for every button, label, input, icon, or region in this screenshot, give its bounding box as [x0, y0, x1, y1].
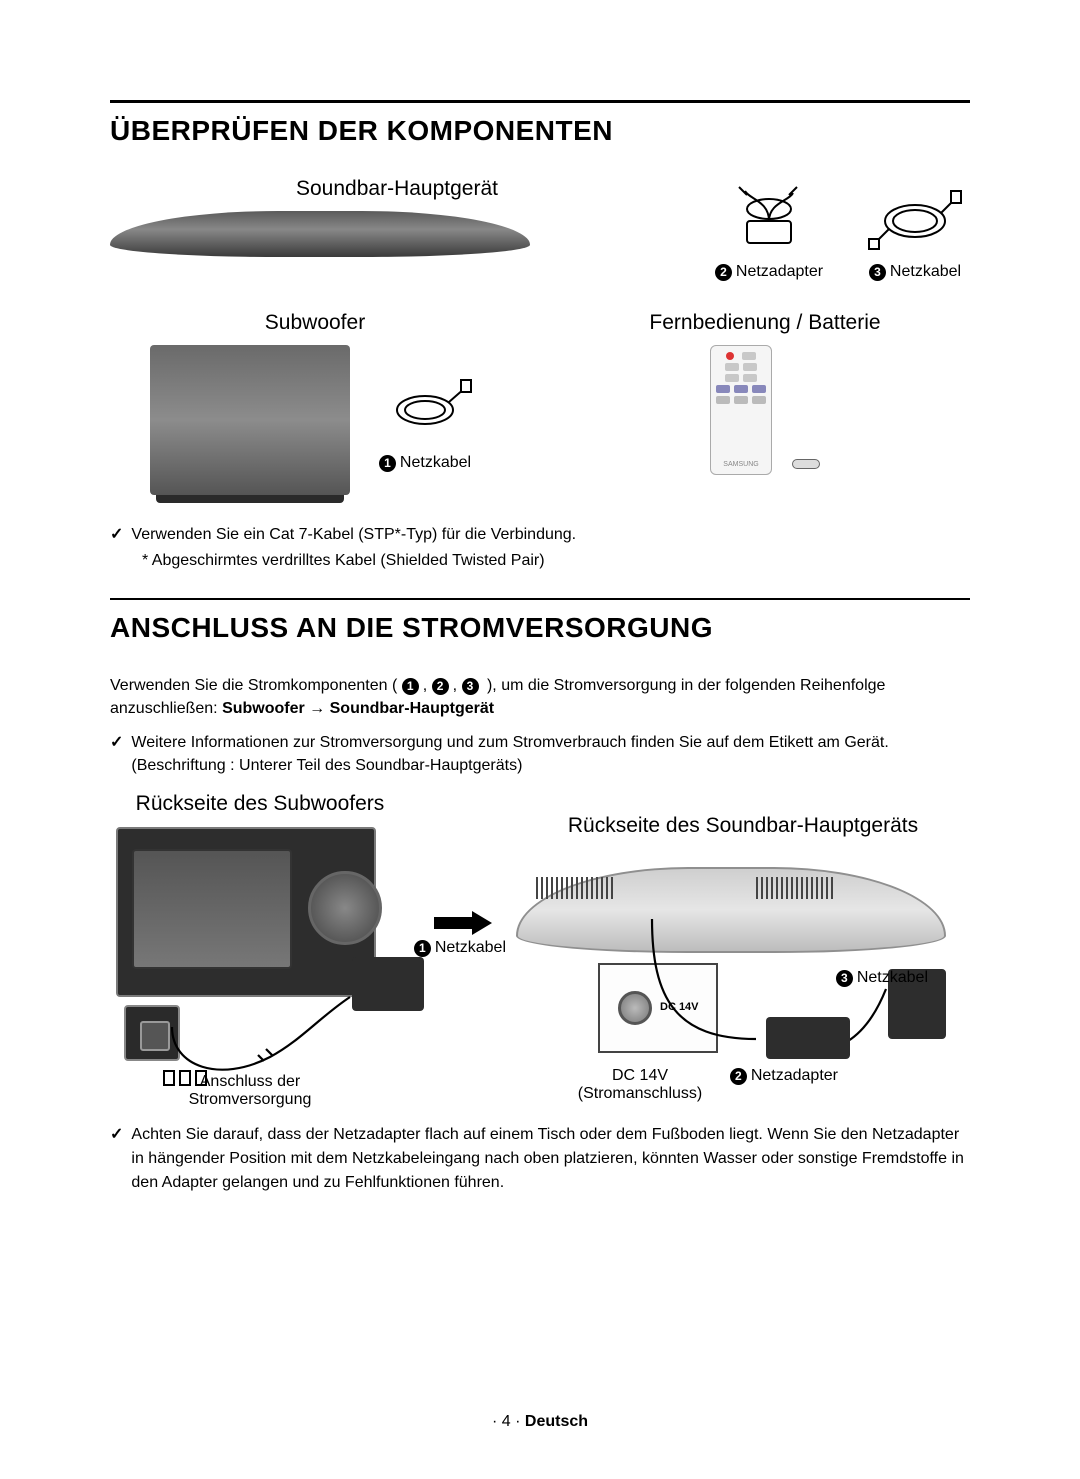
num-2-icon: 2 [715, 264, 732, 281]
num-1-inline-icon: 1 [402, 678, 419, 695]
adapter-icon [714, 177, 824, 257]
remote-label: Fernbedienung / Batterie [560, 311, 970, 335]
section2-rule [110, 598, 970, 600]
soundbar-block: Soundbar-Hauptgerät [110, 177, 684, 257]
subwoofer-label: Subwoofer [110, 311, 520, 335]
num-3-icon: 3 [869, 264, 886, 281]
battery-illustration [792, 459, 820, 469]
check-icon [110, 731, 123, 777]
callout-cable1: 1Netzkabel [414, 939, 506, 957]
subwoofer-rear-illustration: 1Netzkabel [110, 827, 410, 1067]
subwoofer-illustration [150, 345, 350, 495]
num-3-inline-icon: 3 [462, 678, 479, 695]
check-icon [110, 1123, 123, 1195]
remote-illustration: SAMSUNG [710, 345, 772, 475]
callout-dc: DC 14V (Stromanschluss) [560, 1067, 720, 1103]
note-cat7: Verwenden Sie ein Cat 7-Kabel (STP*-Typ)… [110, 523, 970, 546]
remote-block: Fernbedienung / Batterie SAMSUNG [560, 311, 970, 475]
diag-bar-title: Rückseite des Soundbar-Hauptgeräts [516, 813, 970, 839]
check-icon [110, 523, 123, 546]
cable1-block: 1Netzkabel [370, 368, 480, 472]
diag-sub-title: Rückseite des Subwoofers [110, 791, 410, 817]
section1-title: ÜBERPRÜFEN DER KOMPONENTEN [110, 115, 970, 147]
cable3-label: 3Netzkabel [860, 263, 970, 281]
num-2-inline-icon: 2 [432, 678, 449, 695]
arrow-icon [434, 911, 492, 935]
sequence-text: Subwoofer → Soundbar-Hauptgerät [222, 700, 494, 717]
cable1-label: 1Netzkabel [370, 454, 480, 472]
soundbar-illustration [110, 211, 530, 257]
adapter-block: 2Netzadapter [714, 177, 824, 281]
section-rule [110, 100, 970, 103]
num-1-icon: 1 [379, 455, 396, 472]
components-grid: Soundbar-Hauptgerät 2Netzadapter [110, 177, 970, 495]
callout-power-connection: Anschluss der Stromversorgung [150, 1073, 350, 1109]
note-stp: * Abgeschirmtes verdrilltes Kabel (Shiel… [142, 552, 970, 570]
num-3-callout-icon: 3 [836, 970, 853, 987]
intro-para: Verwenden Sie die Stromkomponenten ( 1, … [110, 674, 970, 720]
soundbar-label: Soundbar-Hauptgerät [110, 177, 684, 201]
callout-adapter: 2Netzadapter [730, 1067, 838, 1085]
callout-cable3: 3Netzkabel [836, 969, 928, 987]
num-1-callout-icon: 1 [414, 940, 431, 957]
page-footer: · 4 · Deutsch [0, 1413, 1080, 1431]
adapter-label: 2Netzadapter [714, 263, 824, 281]
cable1-icon [370, 368, 480, 448]
remote-brand: SAMSUNG [723, 461, 758, 468]
cable3-icon [860, 177, 970, 257]
subwoofer-block: Subwoofer 1Netzkabel [110, 311, 520, 495]
final-note: Achten Sie darauf, dass der Netzadapter … [110, 1123, 970, 1195]
power-diagram: Rückseite des Subwoofers 1Netzkabel Ansc… [110, 791, 970, 1109]
note-label-info: Weitere Informationen zur Stromversorgun… [110, 731, 970, 777]
num-2-callout-icon: 2 [730, 1068, 747, 1085]
section2-title: ANSCHLUSS AN DIE STROMVERSORGUNG [110, 612, 970, 644]
cable3-block: 3Netzkabel [860, 177, 970, 281]
soundbar-rear-illustration: DC 14V 3Netzkabel DC 14V (Stromanschluss… [516, 849, 946, 1109]
